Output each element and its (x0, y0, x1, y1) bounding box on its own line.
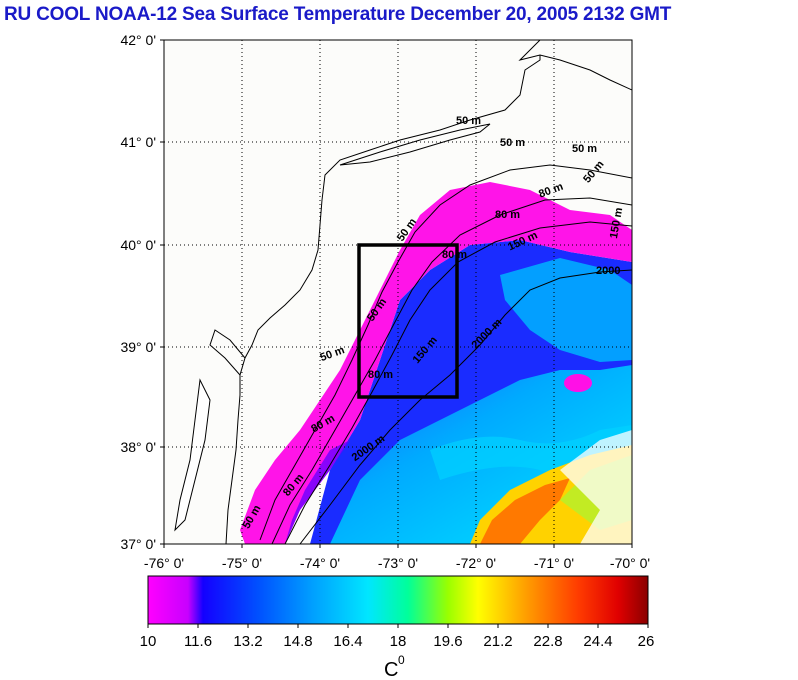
cloud-speckle-area (560, 430, 632, 544)
x-axis-label: -76° 0' (144, 555, 184, 571)
colorbar-tick-label: 21.2 (483, 633, 512, 650)
map-title: RU COOL NOAA-12 Sea Surface Temperature … (4, 4, 672, 25)
x-axis-label: -71° 0' (534, 555, 574, 571)
colorbar-tick-label: 18 (390, 633, 407, 650)
x-axis-label: -73° 0' (378, 555, 418, 571)
y-axis-label: 39° 0' (120, 339, 156, 355)
contour-label: 150 m (608, 206, 625, 239)
y-axis-label: 40° 0' (120, 237, 156, 253)
long-island (339, 123, 491, 166)
contour-80m (271, 197, 632, 544)
warm-water-se-red (480, 478, 570, 544)
new-england-coast (518, 40, 632, 91)
land-mass (164, 40, 541, 544)
study-area-box (357, 243, 459, 399)
colorbar-tick-label: 24.4 (583, 633, 612, 650)
colorbar-ticks (147, 624, 649, 628)
y-axis-label: 37° 0' (120, 536, 156, 552)
y-axis-label: 38° 0' (120, 439, 156, 455)
delaware-bay (209, 329, 246, 376)
axis-ticks (160, 39, 633, 548)
contour-label: 50 m (572, 143, 597, 155)
gridlines (164, 40, 632, 544)
x-axis-label: -70° 0' (610, 555, 650, 571)
colorbar-tick-label: 13.2 (233, 633, 262, 650)
colorbar-tick-label: 16.4 (333, 633, 362, 650)
colorbar-tick-label: 26 (638, 633, 655, 650)
eddy-spot-warm (564, 374, 592, 392)
contour-label: 50 m (500, 137, 525, 149)
colorbar-tick-label: 10 (140, 633, 157, 650)
colorbar-unit: C (384, 659, 398, 680)
x-axis-label: -72° 0' (456, 555, 496, 571)
contour-label: 50 m (456, 115, 481, 127)
colorbar-unit-superscript: 0 (398, 653, 405, 667)
colorbar (147, 575, 649, 625)
y-axis-label: 42° 0' (120, 32, 156, 48)
colorbar-tick-label: 19.6 (433, 633, 462, 650)
x-axis-label: -74° 0' (300, 555, 340, 571)
chesapeake-bay (174, 378, 211, 532)
contour-label: 80 m (442, 249, 467, 261)
x-axis-label: -75° 0' (222, 555, 262, 571)
y-axis-label: 41° 0' (120, 134, 156, 150)
colorbar-tick-label: 11.6 (184, 633, 212, 650)
colorbar-tick-label: 22.8 (533, 633, 562, 650)
contour-label: 2000 (596, 265, 620, 277)
contour-150m (284, 221, 632, 544)
colorbar-tick-label: 14.8 (283, 633, 312, 650)
contour-label: 80 m (368, 369, 393, 381)
contour-label: 80 m (495, 209, 520, 221)
contour-2000m (299, 269, 632, 544)
sst-layers: 50 m 50 m 50 m 50 m 80 m 80 m 150 m 150 … (164, 40, 632, 544)
warm-eddy-region (500, 258, 632, 362)
